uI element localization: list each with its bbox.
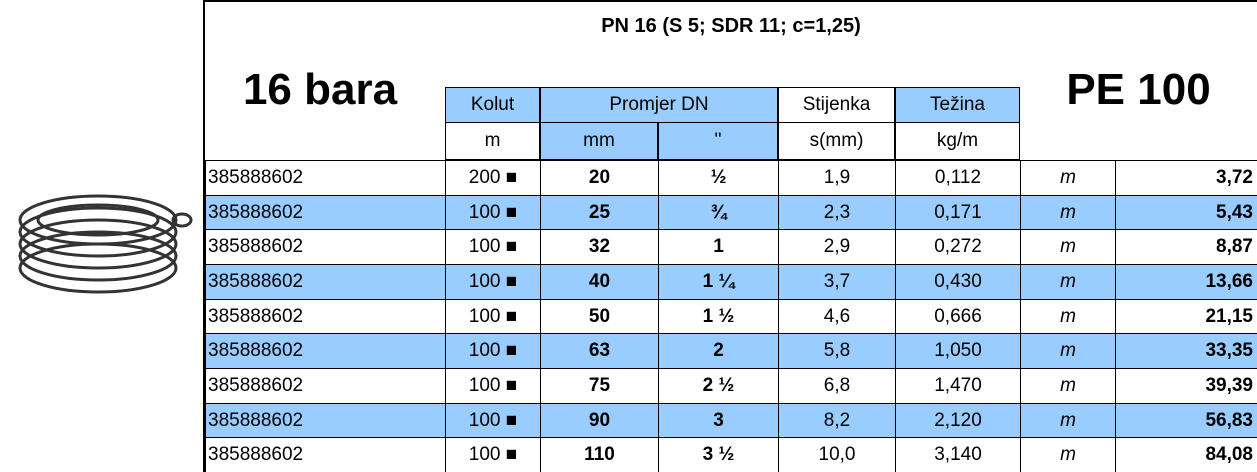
title: PN 16 (S 5; SDR 11; c=1,25) bbox=[205, 0, 1257, 52]
unit: m bbox=[1020, 264, 1116, 300]
article-code: 385888602 bbox=[205, 368, 446, 404]
diameter-mm: 50 bbox=[540, 299, 659, 334]
diameter-inch: 3 ½ bbox=[658, 437, 779, 472]
diameter-inch: ¾ bbox=[658, 195, 779, 230]
diameter-mm: 110 bbox=[540, 437, 659, 472]
weight: 0,171 bbox=[895, 195, 1021, 230]
diameter-mm: 63 bbox=[540, 333, 659, 369]
article-code: 385888602 bbox=[205, 437, 446, 472]
weight: 3,140 bbox=[895, 437, 1021, 472]
coil-length: 100 ■ bbox=[445, 299, 541, 334]
wall-thickness: 6,8 bbox=[778, 368, 896, 404]
coil-length: 200 ■ bbox=[445, 160, 541, 196]
weight: 1,050 bbox=[895, 333, 1021, 369]
wall-thickness: 2,9 bbox=[778, 229, 896, 265]
diameter-inch: 2 bbox=[658, 333, 779, 369]
diameter-mm: 25 bbox=[540, 195, 659, 230]
column-unit: mm bbox=[540, 122, 658, 160]
wall-thickness: 5,8 bbox=[778, 333, 896, 369]
unit: m bbox=[1020, 195, 1116, 230]
coil-length: 100 ■ bbox=[445, 368, 541, 404]
article-code: 385888602 bbox=[205, 403, 446, 438]
column-unit: s(mm) bbox=[778, 122, 895, 160]
price: 5,43 bbox=[1115, 195, 1257, 230]
column-unit: m bbox=[445, 122, 540, 160]
wall-thickness: 8,2 bbox=[778, 403, 896, 438]
article-code: 385888602 bbox=[205, 160, 446, 196]
column-header: Kolut bbox=[445, 87, 540, 123]
diameter-inch: 2 ½ bbox=[658, 368, 779, 404]
article-code: 385888602 bbox=[205, 195, 446, 230]
column-header: Stijenka bbox=[778, 87, 895, 123]
article-code: 385888602 bbox=[205, 299, 446, 334]
wall-thickness: 3,7 bbox=[778, 264, 896, 300]
coil-length: 100 ■ bbox=[445, 195, 541, 230]
diameter-mm: 20 bbox=[540, 160, 659, 196]
coil-length: 100 ■ bbox=[445, 437, 541, 472]
diameter-inch: 1 bbox=[658, 229, 779, 265]
weight: 0,666 bbox=[895, 299, 1021, 334]
weight: 1,470 bbox=[895, 368, 1021, 404]
price: 84,08 bbox=[1115, 437, 1257, 472]
diameter-mm: 32 bbox=[540, 229, 659, 265]
coil-length: 100 ■ bbox=[445, 264, 541, 300]
column-header: Promjer DN bbox=[540, 87, 778, 123]
wall-thickness: 4,6 bbox=[778, 299, 896, 334]
column-header: Težina bbox=[895, 87, 1020, 123]
weight: 0,430 bbox=[895, 264, 1021, 300]
coil-length: 100 ■ bbox=[445, 403, 541, 438]
unit: m bbox=[1020, 403, 1116, 438]
price: 33,35 bbox=[1115, 333, 1257, 369]
weight: 0,112 bbox=[895, 160, 1021, 196]
diameter-inch: ½ bbox=[658, 160, 779, 196]
unit: m bbox=[1020, 437, 1116, 472]
unit: m bbox=[1020, 160, 1116, 196]
diameter-mm: 90 bbox=[540, 403, 659, 438]
pressure: 16 bara bbox=[205, 60, 435, 120]
wall-thickness: 10,0 bbox=[778, 437, 896, 472]
wall-thickness: 1,9 bbox=[778, 160, 896, 196]
weight: 0,272 bbox=[895, 229, 1021, 265]
article-code: 385888602 bbox=[205, 229, 446, 265]
column-unit: kg/m bbox=[895, 122, 1020, 160]
price: 56,83 bbox=[1115, 403, 1257, 438]
article-code: 385888602 bbox=[205, 333, 446, 369]
diameter-inch: 1 ¼ bbox=[658, 264, 779, 300]
diameter-inch: 1 ½ bbox=[658, 299, 779, 334]
coil-length: 100 ■ bbox=[445, 333, 541, 369]
weight: 2,120 bbox=[895, 403, 1021, 438]
article-code: 385888602 bbox=[205, 264, 446, 300]
price: 13,66 bbox=[1115, 264, 1257, 300]
diameter-inch: 3 bbox=[658, 403, 779, 438]
coil-length: 100 ■ bbox=[445, 229, 541, 265]
price: 3,72 bbox=[1115, 160, 1257, 196]
wall-thickness: 2,3 bbox=[778, 195, 896, 230]
price: 8,87 bbox=[1115, 229, 1257, 265]
price: 21,15 bbox=[1115, 299, 1257, 334]
unit: m bbox=[1020, 333, 1116, 369]
price-sheet: PN 16 (S 5; SDR 11; c=1,25) 16 bara PE 1… bbox=[0, 0, 1257, 472]
diameter-mm: 75 bbox=[540, 368, 659, 404]
unit: m bbox=[1020, 368, 1116, 404]
coil-icon bbox=[0, 160, 203, 320]
diameter-mm: 40 bbox=[540, 264, 659, 300]
column-unit: '' bbox=[658, 122, 778, 160]
unit: m bbox=[1020, 299, 1116, 334]
material: PE 100 bbox=[1020, 60, 1257, 120]
price: 39,39 bbox=[1115, 368, 1257, 404]
unit: m bbox=[1020, 229, 1116, 265]
